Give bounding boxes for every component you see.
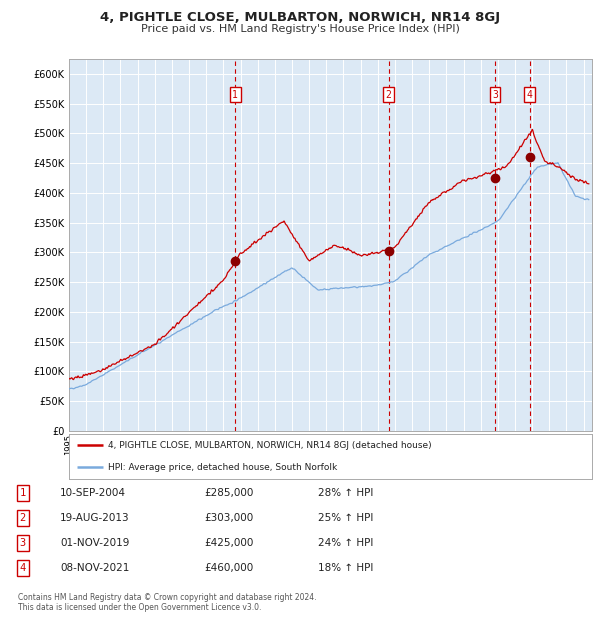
Text: 2: 2 <box>20 513 26 523</box>
Text: 24% ↑ HPI: 24% ↑ HPI <box>318 538 373 548</box>
Text: 19-AUG-2013: 19-AUG-2013 <box>60 513 130 523</box>
Text: 4: 4 <box>527 90 533 100</box>
Text: 01-NOV-2019: 01-NOV-2019 <box>60 538 130 548</box>
Text: £425,000: £425,000 <box>204 538 253 548</box>
Text: £460,000: £460,000 <box>204 564 253 574</box>
Text: Contains HM Land Registry data © Crown copyright and database right 2024.
This d: Contains HM Land Registry data © Crown c… <box>18 593 317 612</box>
Text: HPI: Average price, detached house, South Norfolk: HPI: Average price, detached house, Sout… <box>108 463 337 472</box>
Text: 3: 3 <box>492 90 498 100</box>
Text: 2: 2 <box>386 90 392 100</box>
Text: 25% ↑ HPI: 25% ↑ HPI <box>318 513 373 523</box>
Text: 4: 4 <box>20 564 26 574</box>
Text: £285,000: £285,000 <box>204 488 253 498</box>
Text: 4, PIGHTLE CLOSE, MULBARTON, NORWICH, NR14 8GJ (detached house): 4, PIGHTLE CLOSE, MULBARTON, NORWICH, NR… <box>108 441 432 450</box>
Text: 3: 3 <box>20 538 26 548</box>
Text: 28% ↑ HPI: 28% ↑ HPI <box>318 488 373 498</box>
Text: 4, PIGHTLE CLOSE, MULBARTON, NORWICH, NR14 8GJ: 4, PIGHTLE CLOSE, MULBARTON, NORWICH, NR… <box>100 11 500 24</box>
Text: 1: 1 <box>20 488 26 498</box>
Text: 08-NOV-2021: 08-NOV-2021 <box>60 564 130 574</box>
Text: 18% ↑ HPI: 18% ↑ HPI <box>318 564 373 574</box>
Text: 1: 1 <box>232 90 238 100</box>
Text: £303,000: £303,000 <box>204 513 253 523</box>
Text: 10-SEP-2004: 10-SEP-2004 <box>60 488 126 498</box>
Text: Price paid vs. HM Land Registry's House Price Index (HPI): Price paid vs. HM Land Registry's House … <box>140 24 460 33</box>
